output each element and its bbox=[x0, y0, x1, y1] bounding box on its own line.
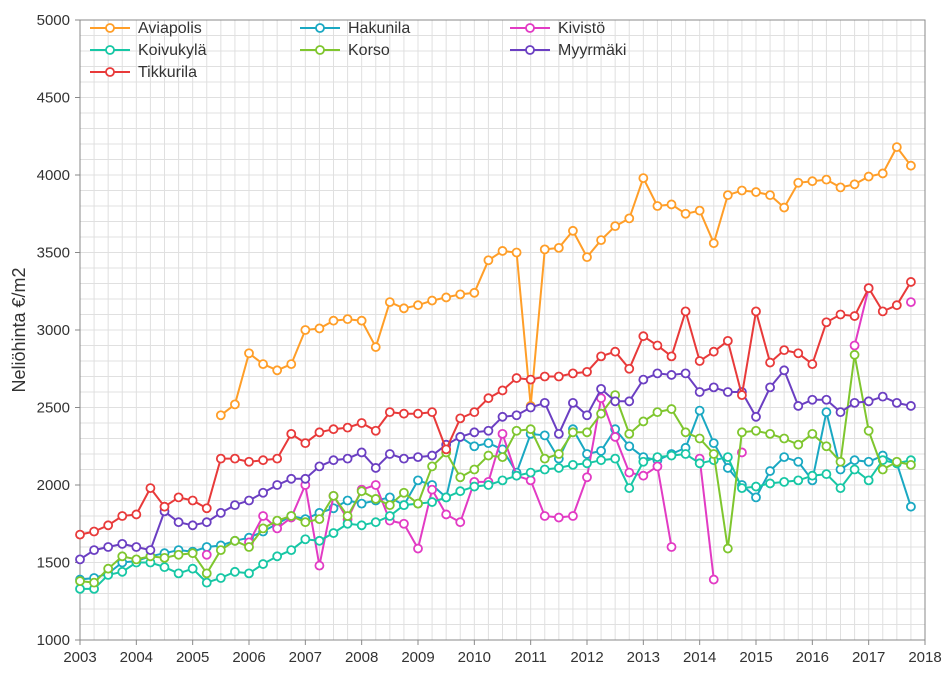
svg-text:5000: 5000 bbox=[37, 12, 70, 29]
price-chart: 1000 1500 2000 2500 3000 3500 4000 4500 5000 2003… bbox=[0, 0, 945, 680]
svg-text:Korso: Korso bbox=[348, 42, 390, 59]
svg-text:1500: 1500 bbox=[37, 555, 70, 572]
svg-text:Myyrmäki: Myyrmäki bbox=[558, 42, 626, 59]
svg-text:2009: 2009 bbox=[401, 649, 434, 666]
chart-svg: 1000 1500 2000 2500 3000 3500 4000 4500 5000 2003… bbox=[0, 0, 945, 680]
svg-text:Hakunila: Hakunila bbox=[348, 20, 410, 37]
svg-text:2006: 2006 bbox=[232, 649, 265, 666]
svg-text:2016: 2016 bbox=[796, 649, 829, 666]
svg-text:2018: 2018 bbox=[908, 649, 941, 666]
svg-text:Koivukylä: Koivukylä bbox=[138, 42, 207, 59]
svg-text:2005: 2005 bbox=[176, 649, 209, 666]
svg-text:2007: 2007 bbox=[289, 649, 322, 666]
svg-text:2017: 2017 bbox=[852, 649, 885, 666]
svg-text:3000: 3000 bbox=[37, 322, 70, 339]
svg-text:2004: 2004 bbox=[120, 649, 153, 666]
svg-text:2003: 2003 bbox=[63, 649, 96, 666]
svg-text:2008: 2008 bbox=[345, 649, 378, 666]
svg-text:4500: 4500 bbox=[37, 90, 70, 107]
svg-text:2011: 2011 bbox=[515, 649, 547, 666]
svg-text:2013: 2013 bbox=[627, 649, 660, 666]
svg-text:2014: 2014 bbox=[683, 649, 716, 666]
svg-text:Kivistö: Kivistö bbox=[558, 20, 605, 37]
svg-text:2012: 2012 bbox=[570, 649, 603, 666]
svg-text:4000: 4000 bbox=[37, 167, 70, 184]
svg-text:1000: 1000 bbox=[37, 632, 70, 649]
svg-text:2000: 2000 bbox=[37, 477, 70, 494]
svg-text:3500: 3500 bbox=[37, 245, 70, 262]
svg-text:2500: 2500 bbox=[37, 400, 70, 417]
svg-text:2010: 2010 bbox=[458, 649, 491, 666]
svg-text:Aviapolis: Aviapolis bbox=[138, 20, 202, 37]
svg-text:2015: 2015 bbox=[739, 649, 772, 666]
svg-text:Tikkurila: Tikkurila bbox=[138, 64, 197, 81]
svg-text:Neliöhinta €/m2: Neliöhinta €/m2 bbox=[9, 267, 29, 392]
